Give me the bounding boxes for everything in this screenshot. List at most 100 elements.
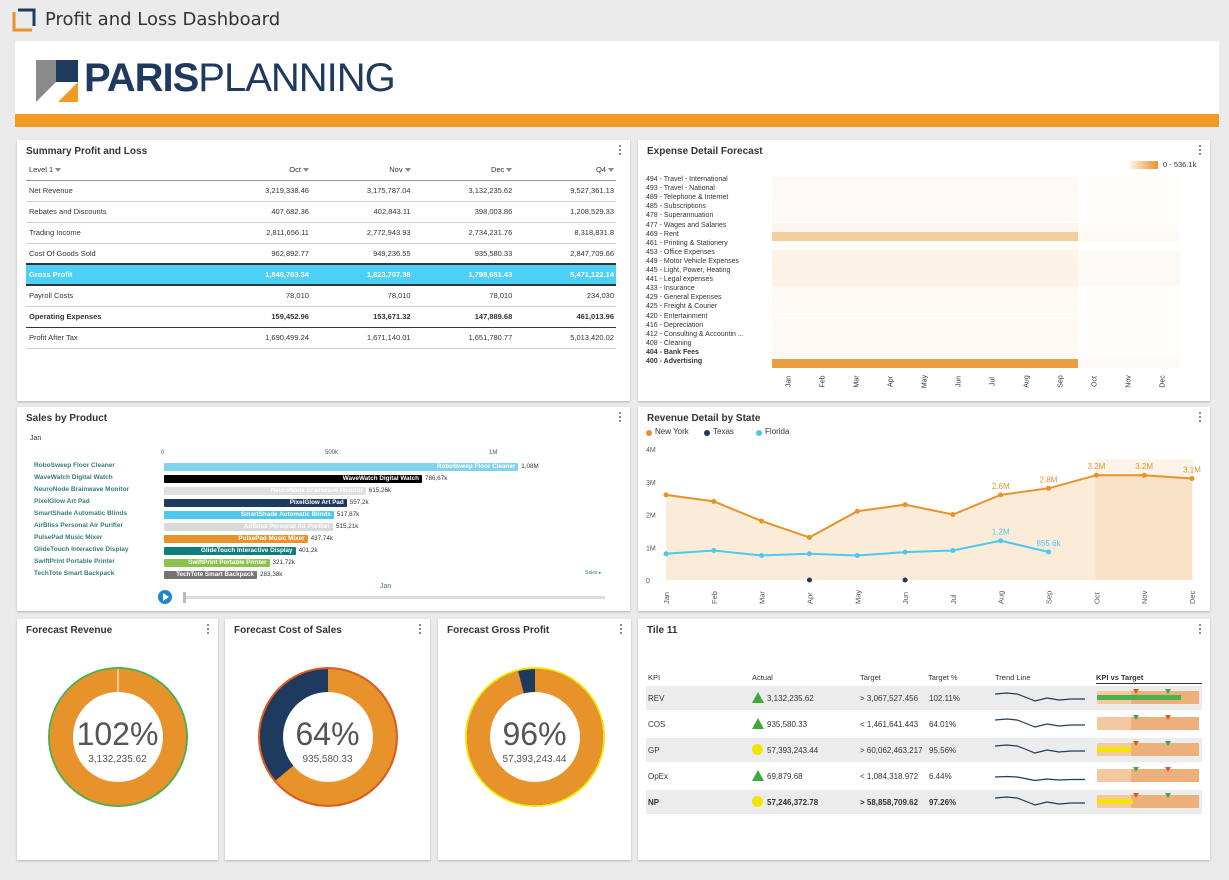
heatmap-cell [1044, 222, 1078, 232]
sort-icon[interactable] [608, 168, 614, 173]
point-new-york[interactable] [854, 508, 860, 514]
heatmap-row-label: 425 - Freight & Courier [646, 303, 718, 311]
cell-value: 2,811,656.11 [209, 222, 311, 244]
point-texas[interactable] [902, 577, 908, 583]
point-florida[interactable] [1046, 549, 1052, 555]
heatmap-cell [1146, 341, 1180, 350]
product-bar [164, 475, 423, 483]
y-tick-label: 4M [646, 447, 656, 454]
heatmap-row-label: 416 - Depreciation [646, 321, 704, 329]
heatmap-row-label: 433 - Insurance [646, 285, 695, 293]
point-new-york[interactable] [759, 518, 765, 524]
kpi-target-pct: 97.26% [928, 798, 957, 807]
heatmap-cell [806, 213, 840, 223]
point-new-york[interactable] [950, 512, 956, 517]
heatmap-cell [908, 213, 942, 223]
more-icon[interactable] [618, 145, 622, 157]
point-new-york[interactable] [1189, 475, 1195, 481]
bar-label: WaveWatch Digital Watch [342, 475, 420, 482]
heatmap-cell [942, 177, 976, 187]
point-new-york[interactable] [902, 502, 908, 508]
point-new-york[interactable] [1141, 472, 1147, 478]
point-new-york[interactable] [998, 492, 1004, 498]
heatmap-cell [1112, 249, 1146, 259]
heatmap-cell [1044, 231, 1078, 241]
heatmap-cell [1078, 359, 1112, 369]
more-icon[interactable] [206, 624, 210, 636]
heatmap-cell [976, 349, 1010, 359]
point-florida[interactable] [950, 548, 956, 554]
heatmap-cell [840, 177, 874, 187]
heatmap-month-label: Dec [1159, 375, 1167, 388]
column-header[interactable]: Q4 [514, 160, 616, 181]
heatmap-cell [1044, 359, 1078, 369]
heatmap-cell [874, 222, 908, 232]
heatmap-cell [908, 204, 942, 214]
heatmap-cell [1112, 258, 1146, 268]
point-new-york[interactable] [1046, 485, 1052, 491]
heatmap-cell [1078, 231, 1112, 241]
heatmap-cell [840, 331, 874, 341]
timeline-slider[interactable] [183, 596, 605, 599]
heatmap-cell [1078, 186, 1112, 195]
point-florida[interactable] [663, 551, 669, 557]
heatmap-cell [1044, 186, 1078, 196]
heatmap-cell [1044, 177, 1078, 187]
heatmap-cell [1010, 349, 1044, 359]
data-label: 1.2M [992, 528, 1010, 537]
more-icon[interactable] [418, 624, 422, 636]
heatmap-cell [976, 268, 1010, 278]
heatmap-cell [840, 340, 874, 350]
kpi-name: REV [648, 694, 665, 703]
point-new-york[interactable] [663, 492, 669, 498]
cell-value: 147,889.68 [412, 305, 515, 328]
point-new-york[interactable] [711, 498, 717, 504]
heatmap-cell [874, 349, 908, 359]
column-header[interactable]: Oct [209, 160, 311, 181]
column-header[interactable]: Dec [412, 160, 515, 181]
heatmap-cell [1146, 332, 1180, 341]
heatmap-row-label: 404 - Bank Fees [646, 348, 699, 356]
heatmap-month-label: Jul [989, 377, 997, 387]
row-label: Gross Profit [26, 263, 210, 286]
donut-tile-gp: Forecast Gross Profit 96% 57,393,243.44 [438, 619, 631, 860]
heatmap-cell [942, 204, 976, 214]
column-header[interactable]: Nov [310, 160, 413, 181]
heatmap-cell [1010, 295, 1044, 305]
point-florida[interactable] [759, 552, 765, 558]
point-florida[interactable] [854, 552, 860, 558]
more-icon[interactable] [1198, 412, 1202, 424]
point-florida[interactable] [902, 549, 908, 555]
point-new-york[interactable] [1093, 472, 1099, 478]
sort-icon[interactable] [302, 168, 309, 173]
cell-value: 5,471,122.14 [514, 263, 616, 286]
x-tick-label: Apr [805, 592, 814, 604]
heatmap-cell [1078, 277, 1112, 287]
point-texas[interactable] [806, 577, 812, 583]
column-header[interactable]: Level 1 [26, 160, 210, 181]
more-icon[interactable] [618, 412, 622, 424]
heatmap-row-label: 494 - Travel - International [646, 176, 728, 183]
heatmap-cell [1078, 304, 1112, 313]
point-florida[interactable] [998, 538, 1004, 544]
heatmap-cell [1044, 268, 1078, 278]
point-new-york[interactable] [806, 534, 812, 540]
heatmap-cell [1112, 359, 1146, 369]
data-label: 2.8M [1040, 475, 1058, 484]
heatmap-cell [976, 286, 1010, 296]
donut-chart [465, 667, 605, 807]
more-icon[interactable] [1198, 624, 1202, 636]
heatmap-row-label: 493 - Travel - National [646, 185, 715, 193]
sort-icon[interactable] [404, 168, 411, 173]
slider-handle[interactable] [183, 592, 186, 603]
cell-value: 78,010 [209, 285, 311, 307]
point-florida[interactable] [711, 548, 717, 554]
heatmap-cell [1044, 258, 1078, 268]
sort-icon[interactable] [506, 168, 513, 173]
status-up-icon [752, 692, 764, 703]
sales-link[interactable]: Sales ▸ [585, 570, 602, 576]
more-icon[interactable] [1198, 145, 1202, 157]
sort-icon[interactable] [55, 168, 62, 173]
point-florida[interactable] [806, 551, 812, 557]
more-icon[interactable] [619, 624, 623, 636]
